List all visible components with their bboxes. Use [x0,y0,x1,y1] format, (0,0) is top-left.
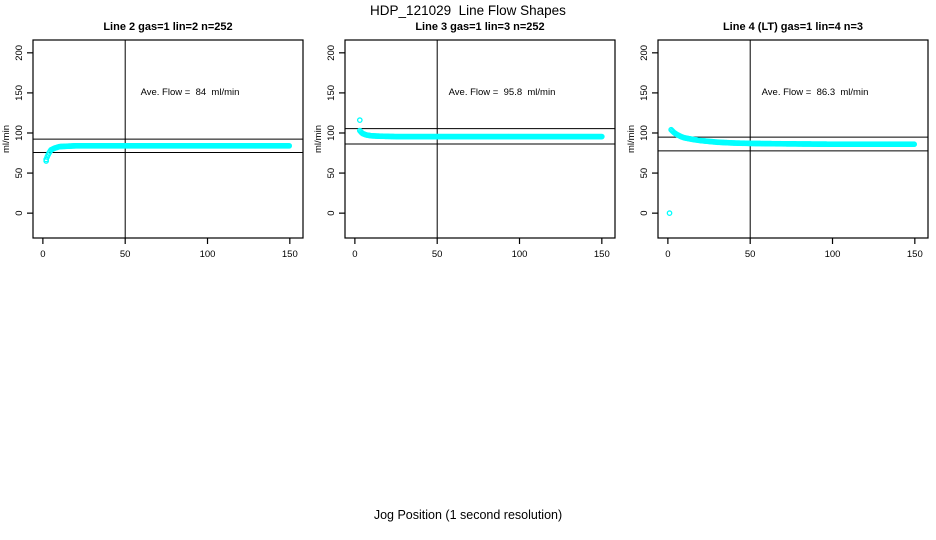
y-axis-title: ml/min [626,125,637,153]
y-tick-label: 100 [326,125,337,141]
y-tick-label: 200 [326,45,337,61]
flow-data-point [598,133,605,140]
shared-x-axis-label: Jog Position (1 second resolution) [373,508,563,522]
y-tick-label: 0 [639,211,650,216]
flow-outlier-point [666,210,673,216]
x-tick-label: 50 [745,249,756,260]
subplot-line-2: 0 50 100 150 0 50 100 150 200 ml/min Line 2 gas=1… [0,0,312,272]
y-tick-label: 150 [326,85,337,101]
x-tick-label: 150 [282,249,298,260]
subplot-title: Line 3 gas=1 lin=3 n=252 [415,21,545,33]
ave-flow-annotation: Ave. Flow = 95.8 ml/min [448,87,556,98]
y-tick-label: 50 [639,168,650,179]
figure-title: HDP_121029 Line Flow Shapes [370,3,566,18]
subplot-title: Line 4 (LT) gas=1 lin=4 n=3 [722,21,864,33]
flow-data-point [286,142,293,149]
y-tick-label: 100 [14,125,25,141]
y-tick-label: 0 [14,211,25,216]
flow-data-point [911,141,918,148]
plot-box [344,39,616,239]
plot-box [32,39,304,239]
plot-area-line-3: 0 50 100 150 0 50 100 150 200 ml/min [313,39,616,260]
y-tick-label: 100 [639,125,650,141]
y-tick-label: 50 [14,168,25,179]
flow-outlier-point [43,158,50,164]
y-tick-label: 150 [14,85,25,101]
x-tick-label: 50 [120,249,131,260]
y-tick-label: 150 [639,85,650,101]
ave-flow-annotation: Ave. Flow = 86.3 ml/min [761,87,869,98]
y-tick-label: 50 [326,168,337,179]
x-tick-label: 0 [40,249,45,260]
x-tick-label: 50 [432,249,443,260]
y-axis-title: ml/min [1,125,12,153]
x-tick-label: 0 [665,249,670,260]
x-tick-label: 150 [907,249,923,260]
subplot-title: Line 2 gas=1 lin=2 n=252 [103,21,233,33]
plot-area-line-2: 0 50 100 150 0 50 100 150 200 ml/min [1,39,304,260]
x-tick-label: 100 [512,249,528,260]
plot-box [657,39,929,239]
plot-area-line-4: 0 50 100 150 0 50 100 150 200 ml/min [626,39,929,260]
x-tick-label: 100 [200,249,216,260]
x-tick-label: 100 [825,249,841,260]
y-axis-title: ml/min [313,125,324,153]
subplot-line-4: 0 50 100 150 0 50 100 150 200 ml/min Line 4 (LT) … [625,0,936,272]
flow-outlier-point [356,117,363,124]
x-tick-label: 150 [594,249,610,260]
subplot-line-3: 0 50 100 150 0 50 100 150 200 ml/min Line 3 gas=1… [312,0,624,272]
x-tick-label: 0 [352,249,357,260]
y-tick-label: 200 [639,45,650,61]
ave-flow-annotation: Ave. Flow = 84 ml/min [140,87,240,98]
y-tick-label: 200 [14,45,25,61]
y-tick-label: 0 [326,211,337,216]
